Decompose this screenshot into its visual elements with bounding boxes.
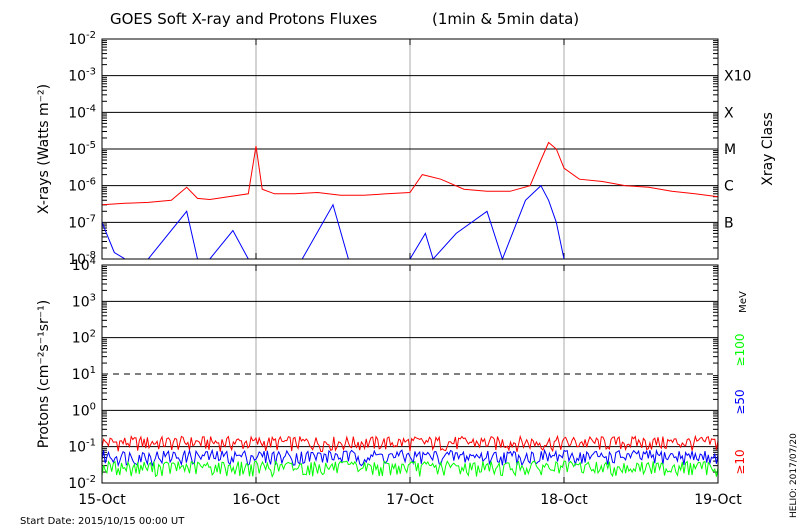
x-tick-label: 16-Oct (232, 492, 280, 508)
class-label: X (724, 105, 734, 121)
protons-gridlines (101, 265, 719, 483)
class-label: X10 (724, 69, 751, 85)
y-tick-label: 10-8 (68, 250, 96, 268)
y-tick-label: 10-3 (68, 67, 96, 85)
y-tick-label: 103 (72, 292, 96, 310)
x-tick-labels: 15-Oct 16-Oct 17-Oct 18-Oct 19-Oct (78, 492, 742, 508)
start-date-label: Start Date: 2015/10/15 00:00 UT (20, 516, 185, 527)
xray-class-labels: X10 X M C B (724, 69, 751, 232)
x-tick-label: 15-Oct (78, 492, 126, 508)
y-tick-label: 10-5 (68, 140, 96, 158)
series-line (101, 448, 719, 468)
y-tick-label: 10-6 (68, 177, 96, 195)
legend-entry: ≥50 (733, 389, 747, 414)
y-tick-label: 10-7 (68, 213, 96, 231)
y-tick-label: 10-4 (68, 103, 96, 121)
xray-class-axis-title: Xray Class (760, 112, 776, 186)
protons-panel-frame (101, 264, 719, 484)
legend-entry: ≥10 (733, 449, 747, 474)
class-label: C (724, 179, 734, 195)
y-tick-label: 104 (72, 256, 96, 274)
y-tick-label: 102 (72, 329, 96, 347)
chart-title-suffix: (1min & 5min data) (432, 10, 579, 28)
chart-title: GOES Soft X-ray and Protons Fluxes (110, 10, 377, 28)
x-tick-label: 19-Oct (694, 492, 742, 508)
protons-series (101, 434, 719, 478)
xray-y-tick-labels: 10-2 10-3 10-4 10-5 10-6 10-7 10-8 (68, 30, 96, 268)
x-tick-label: 17-Oct (386, 492, 434, 508)
x-tick-label: 18-Oct (540, 492, 588, 508)
energy-unit-label: MeV (738, 291, 749, 313)
protons-y-axis-label: Protons (cm⁻²s⁻¹sr⁻¹) (36, 300, 52, 449)
y-tick-label: 10-2 (68, 474, 96, 492)
legend-entry: ≥100 (733, 334, 747, 367)
y-tick-label: 10-1 (68, 438, 96, 456)
class-label: M (724, 142, 736, 158)
class-label: B (724, 215, 734, 231)
y-tick-label: 101 (72, 365, 96, 383)
series-line (101, 141, 719, 206)
series-line (101, 460, 719, 478)
xray-gridlines (101, 39, 719, 259)
protons-energy-legend: ≥10 ≥50 ≥100 (733, 334, 747, 475)
xray-y-axis-label: X-rays (Watts m⁻²) (36, 84, 52, 214)
y-tick-label: 100 (72, 401, 96, 419)
credit-label: HELIO: 2017/07/20 (789, 433, 799, 518)
xray-panel-frame (101, 38, 719, 260)
series-line (101, 434, 719, 453)
protons-y-tick-labels: 104 103 102 101 100 10-1 10-2 (68, 256, 96, 492)
y-tick-label: 10-2 (68, 30, 96, 48)
